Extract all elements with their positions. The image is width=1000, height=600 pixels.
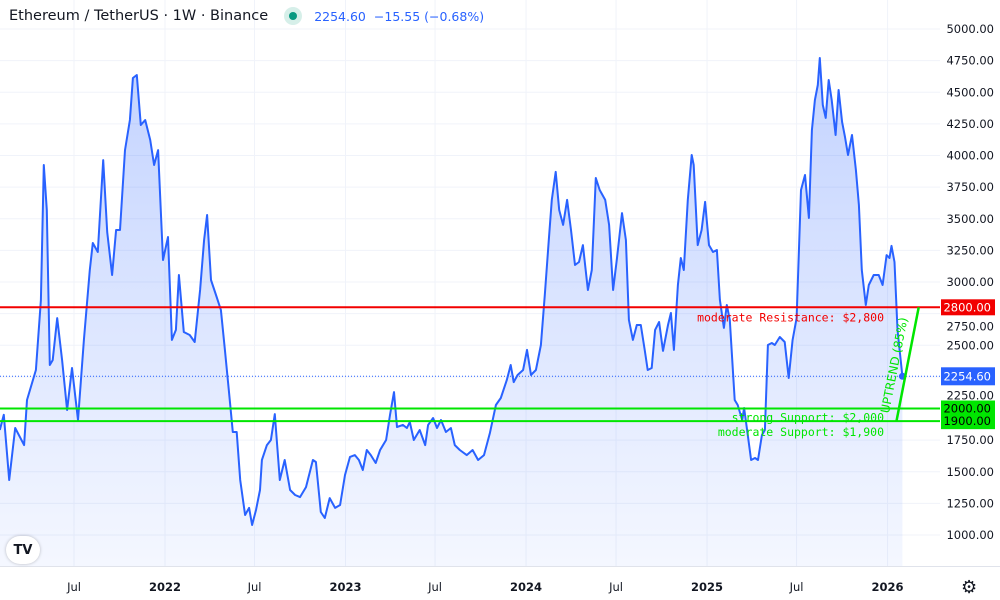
x-tick-label: 2024 [510, 580, 542, 594]
y-tick-label: 2250.00 [946, 388, 994, 402]
axis-price-badge [941, 299, 995, 316]
x-tick-label: Jul [608, 580, 623, 594]
support-label: strong Support: $2,000 [732, 411, 884, 425]
tradingview-logo[interactable]: TV [6, 536, 40, 564]
y-tick-label: 3500.00 [946, 212, 994, 226]
price-change: −15.55 [373, 8, 421, 24]
last-price-badge [941, 367, 995, 386]
x-tick-label: Jul [427, 580, 442, 594]
y-tick-label: 5000.00 [946, 22, 994, 36]
y-tick-label: 4500.00 [946, 85, 994, 99]
uptrend-line [895, 307, 920, 422]
axis-price-badge-text: 2000.00 [943, 402, 991, 416]
y-tick-label: 1000.00 [946, 528, 994, 542]
x-tick-label: 2023 [330, 580, 362, 594]
axis-price-badge-text: 2800.00 [943, 300, 991, 314]
y-tick-label: 4250.00 [946, 117, 994, 131]
last-price: 2254.60 [314, 8, 366, 24]
axis-price-badge-text: 1900.00 [943, 414, 991, 428]
y-tick-label: 2500.00 [946, 338, 994, 352]
chart-legend: Ethereum / TetherUS · 1W · Binance 2254.… [9, 7, 484, 25]
x-tick-label: 2025 [691, 580, 723, 594]
y-tick-label: 1250.00 [946, 496, 994, 510]
y-tick-label: 2750.00 [946, 319, 994, 333]
y-tick-label: 1500.00 [946, 465, 994, 479]
resistance-label: moderate Resistance: $2,800 [697, 310, 884, 324]
symbol-title[interactable]: Ethereum / TetherUS · 1W · Binance [9, 8, 269, 24]
x-tick-label: Jul [66, 580, 81, 594]
price-area [0, 58, 903, 566]
market-open-status-icon [284, 7, 303, 25]
y-tick-label: 3250.00 [946, 243, 994, 257]
last-price-badge-text: 2254.60 [943, 369, 991, 383]
x-tick-label: Jul [247, 580, 262, 594]
y-tick-label: 4000.00 [946, 149, 994, 163]
support-label: moderate Support: $1,900 [718, 425, 884, 439]
y-tick-label: 3000.00 [946, 275, 994, 289]
axis-price-badge [941, 413, 995, 430]
gear-icon[interactable]: ⚙ [961, 577, 978, 598]
y-tick-label: 3750.00 [946, 180, 994, 194]
x-tick-label: 2026 [872, 580, 904, 594]
y-tick-label: 1750.00 [946, 433, 994, 447]
price-change-percent: (−0.68%) [424, 8, 485, 24]
y-tick-label: 4750.00 [946, 54, 994, 68]
logo-text: TV [13, 542, 33, 558]
x-tick-label: Jul [789, 580, 804, 594]
x-tick-label: 2022 [149, 580, 181, 594]
axis-price-badge [941, 400, 995, 417]
price-line [0, 57, 904, 526]
